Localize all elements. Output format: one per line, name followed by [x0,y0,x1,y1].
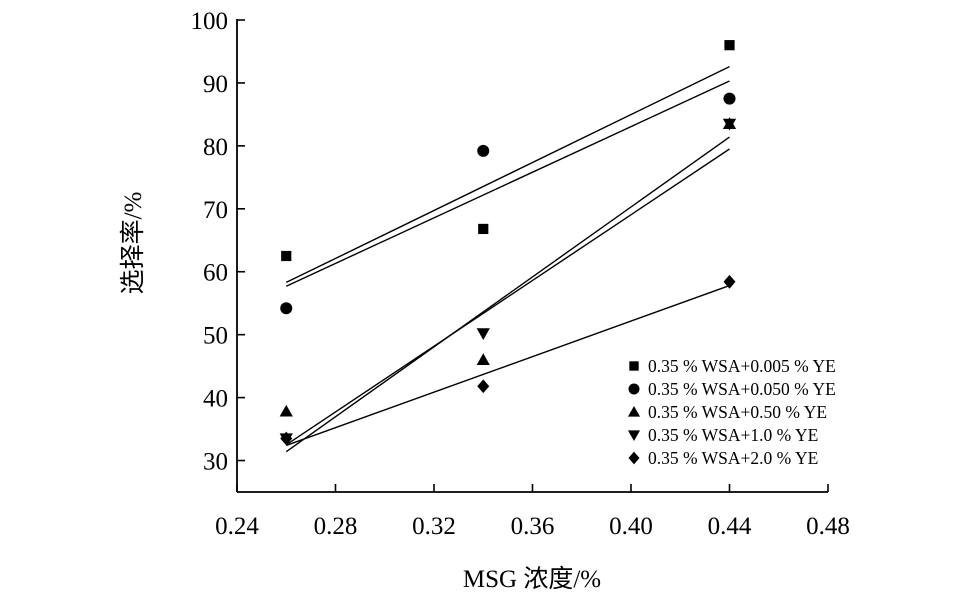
legend-marker-triangle-down [627,430,641,442]
legend-label: 0.35 % WSA+0.005 % YE [648,356,836,376]
y-tick-label: 30 [203,449,228,476]
data-point-triangle-up [279,404,293,417]
data-points [279,40,737,446]
y-tick-label: 80 [203,134,228,161]
legend-label: 0.35 % WSA+1.0 % YE [648,425,818,445]
data-point-diamond [280,431,293,446]
x-tick-label: 0.40 [609,513,653,540]
data-point-square [478,223,489,235]
legend-marker-triangle-up [627,405,641,417]
fit-line-triangle-down [285,148,730,446]
data-point-circle [477,144,490,157]
y-ticks: 30 40 50 60 70 80 90 100 [191,8,245,476]
x-tick-label: 0.48 [806,513,850,540]
y-tick-label: 70 [203,197,228,224]
data-point-square [724,40,735,51]
y-tick-label: 60 [203,260,228,287]
fit-line-triangle-up [285,136,730,453]
data-point-diamond [723,274,736,289]
x-ticks: 0.24 0.28 0.32 0.36 0.40 0.44 0.48 [215,484,850,540]
data-point-square [281,250,292,262]
data-point-circle [280,302,293,315]
x-tick-label: 0.36 [511,513,555,540]
y-tick-label: 50 [203,323,228,350]
legend: 0.35 % WSA+0.005 % YE 0.35 % WSA+0.050 % … [627,356,836,468]
fit-line-circle [285,80,730,287]
data-point-triangle-down [476,328,490,341]
y-axis-title: 选择率/% [119,192,147,295]
data-point-triangle-down [722,118,737,131]
legend-label: 0.35 % WSA+2.0 % YE [648,448,818,468]
legend-label: 0.35 % WSA+0.050 % YE [648,379,836,399]
x-tick-label: 0.28 [314,513,358,540]
fit-lines [285,65,730,453]
y-tick-label: 100 [191,8,229,35]
data-point-diamond [477,379,490,394]
y-tick-label: 90 [203,71,228,98]
fit-line-diamond [286,284,730,447]
x-tick-label: 0.32 [412,513,456,540]
legend-label: 0.35 % WSA+0.50 % YE [648,402,827,422]
legend-marker-diamond [628,451,640,465]
x-tick-label: 0.24 [215,513,259,540]
legend-marker-circle [628,383,640,395]
data-point-circle [723,92,736,105]
legend-marker-square [629,361,639,371]
fit-line-square [285,65,730,284]
data-point-triangle-up [476,353,490,365]
x-axis-title: MSG 浓度/% [463,565,601,593]
y-tick-label: 40 [203,386,228,413]
x-tick-label: 0.44 [708,513,752,540]
